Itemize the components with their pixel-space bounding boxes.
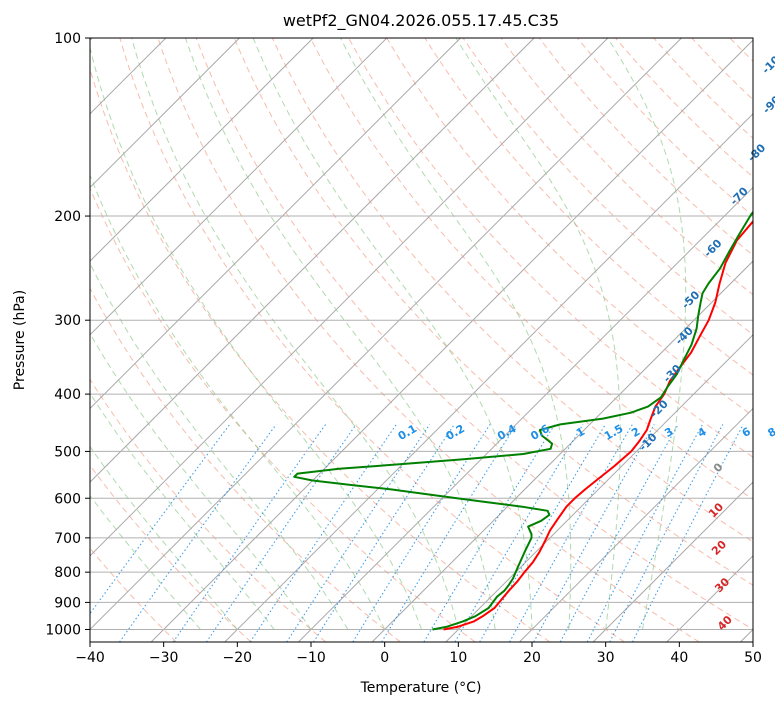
axis-ticks: −40 −30 −20 −10 0 10 20 30 40 50 100 200 300 400 500 60… (45, 31, 762, 666)
x-tick-label: 50 (744, 650, 762, 666)
y-tick-label: 200 (54, 209, 81, 225)
x-tick-label: 20 (523, 650, 541, 666)
moist-adiabat (90, 173, 386, 630)
moist-adiabat (185, 38, 496, 630)
moist-adiabat (607, 38, 687, 630)
plot-frame (89, 37, 754, 643)
y-tick-label: 900 (54, 595, 81, 611)
isotherm-line (90, 38, 682, 631)
dry-adiabat (195, 38, 753, 631)
data-series (293, 210, 753, 631)
mixing-ratio-line (559, 424, 679, 642)
isotherm-line (224, 113, 753, 642)
isotherm-line (90, 38, 535, 483)
moist-adiabat (455, 38, 621, 630)
mixing-ratio-line (586, 424, 704, 642)
dry-adiabat (462, 38, 753, 336)
moist-adiabat (340, 38, 572, 630)
mixing-ratio-line (454, 424, 584, 642)
x-tick-label: 0 (380, 650, 389, 666)
x-tick-label: 40 (670, 650, 688, 666)
mixing-ratio-line (205, 424, 357, 642)
mixing-ratio-label: 8 (766, 425, 775, 440)
x-tick-label: −10 (296, 650, 326, 666)
isotherm-line (592, 481, 753, 642)
plot-area (90, 38, 753, 642)
isotherm-line (90, 38, 240, 189)
moist-adiabat (90, 262, 349, 630)
mixing-ratio-line (632, 424, 744, 642)
dry-adiabat (90, 378, 327, 642)
moist-adiabat (90, 332, 312, 630)
y-axis-label: Pressure (hPa) (12, 290, 28, 390)
dry-adiabat (90, 464, 252, 642)
x-axis-label: Temperature (°C) (360, 680, 482, 696)
temperature-profile (443, 219, 753, 631)
mixing-ratio-line (479, 424, 606, 642)
isotherm-line (90, 38, 609, 557)
x-tick-label: −30 (149, 650, 179, 666)
dry-adiabat (157, 38, 700, 642)
y-tick-label: 600 (54, 491, 81, 507)
y-tick-label: 1000 (45, 622, 81, 638)
moist-adiabat (252, 38, 533, 630)
mixing-ratio-line (533, 424, 655, 642)
moist-adiabat (90, 45, 422, 630)
dry-adiabat (119, 38, 625, 642)
isotherm-line (445, 334, 753, 642)
y-tick-label: 300 (54, 313, 81, 329)
y-tick-label: 500 (54, 444, 81, 460)
dry-adiabat (90, 67, 551, 642)
dewpoint-profile (293, 210, 753, 631)
moist-adiabat (90, 494, 201, 630)
x-tick-label: −40 (75, 650, 105, 666)
dry-adiabat (271, 38, 753, 543)
moist-adiabat (131, 38, 459, 630)
mixing-ratio-line (172, 424, 327, 642)
mixing-ratio-line (381, 424, 517, 642)
isotherm-line (90, 38, 314, 262)
isotherm-line (150, 39, 753, 642)
x-tick-label: −20 (223, 650, 253, 666)
dry-adiabat (310, 38, 753, 500)
isotherm-line (371, 260, 753, 642)
chart-title: wetPf2_GN04.2026.055.17.45.C35 (283, 11, 559, 31)
y-tick-label: 700 (54, 531, 81, 547)
mixing-ratio-line (313, 424, 455, 642)
moist-adiabat (90, 392, 275, 630)
y-tick-label: 400 (54, 387, 81, 403)
mixing-ratio-line (509, 424, 633, 642)
isotherm-line (298, 186, 753, 642)
y-tick-label: 800 (54, 565, 81, 581)
x-tick-label: 10 (449, 650, 467, 666)
mixing-ratio-line (609, 424, 724, 642)
isotherm-line (90, 38, 461, 410)
x-tick-label: 30 (597, 650, 615, 666)
isotherm-line (519, 407, 753, 642)
mixing-ratio-line (119, 424, 277, 642)
moist-adiabat (90, 445, 238, 630)
mixing-ratio-line (423, 424, 556, 642)
mixing-ratio-line (352, 424, 491, 642)
dry-adiabat (500, 38, 753, 296)
isotherm-line (90, 38, 388, 336)
y-tick-label: 100 (54, 31, 81, 47)
dry-adiabat (233, 38, 753, 586)
